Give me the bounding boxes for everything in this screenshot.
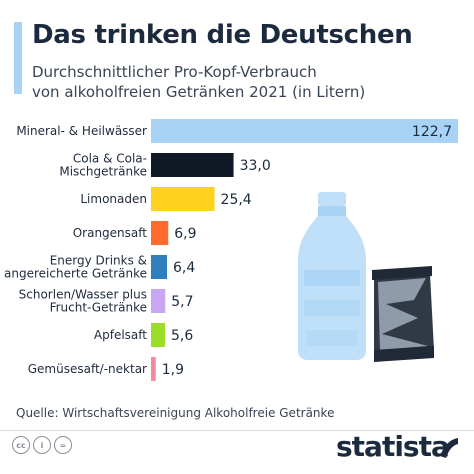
bar bbox=[151, 119, 458, 143]
bar bbox=[151, 357, 156, 381]
statista-logo-mark-icon bbox=[440, 438, 458, 458]
footer-divider bbox=[0, 430, 474, 431]
license-icons: cc i = bbox=[12, 436, 72, 454]
category-label: Mineral- & Heilwässer bbox=[16, 124, 147, 138]
page-subtitle: Durchschnittlicher Pro-Kopf-Verbrauch vo… bbox=[32, 62, 365, 102]
illustration bbox=[298, 192, 434, 362]
value-label: 5,6 bbox=[171, 328, 193, 344]
category-label: Gemüsesaft/-nektar bbox=[28, 362, 147, 376]
value-label: 5,7 bbox=[171, 294, 193, 310]
creative-commons-icon[interactable]: cc bbox=[12, 436, 30, 454]
category-label: Limonaden bbox=[80, 192, 147, 206]
bar bbox=[151, 255, 168, 279]
bar bbox=[151, 289, 166, 313]
category-label: Schorlen/Wasser plus Frucht-Getränke bbox=[19, 288, 147, 315]
crushed-can-icon bbox=[372, 266, 434, 362]
attribution-icon[interactable]: i bbox=[33, 436, 51, 454]
value-label: 33,0 bbox=[240, 158, 271, 174]
page-title: Das trinken die Deutschen bbox=[32, 20, 413, 50]
value-label: 6,4 bbox=[173, 260, 195, 276]
bar bbox=[151, 323, 166, 347]
value-label: 122,7 bbox=[412, 124, 452, 140]
bar bbox=[151, 153, 234, 177]
no-derivatives-icon[interactable]: = bbox=[54, 436, 72, 454]
bar bbox=[151, 187, 215, 211]
value-label: 6,9 bbox=[174, 226, 196, 242]
category-label: Orangensaft bbox=[73, 226, 148, 240]
title-accent-bar bbox=[14, 22, 22, 94]
value-label: 25,4 bbox=[221, 192, 252, 208]
source-note: Quelle: Wirtschaftsvereinigung Alkoholfr… bbox=[16, 406, 335, 420]
bar bbox=[151, 221, 169, 245]
category-label: Apfelsaft bbox=[94, 328, 147, 342]
subtitle-line-1: Durchschnittlicher Pro-Kopf-Verbrauch bbox=[32, 63, 317, 81]
water-bottle-icon bbox=[298, 192, 366, 360]
value-label: 1,9 bbox=[162, 362, 184, 378]
category-label: Cola & Cola-Mischgetränke bbox=[59, 152, 147, 179]
subtitle-line-2: von alkoholfreien Getränken 2021 (in Lit… bbox=[32, 83, 366, 101]
bars-group: Mineral- & Heilwässer 122,7 Cola & Cola-Mi… bbox=[4, 119, 458, 381]
statista-logo[interactable]: statista bbox=[336, 430, 450, 463]
category-label: Energy Drinks & angereicherte Getränke bbox=[4, 254, 147, 281]
